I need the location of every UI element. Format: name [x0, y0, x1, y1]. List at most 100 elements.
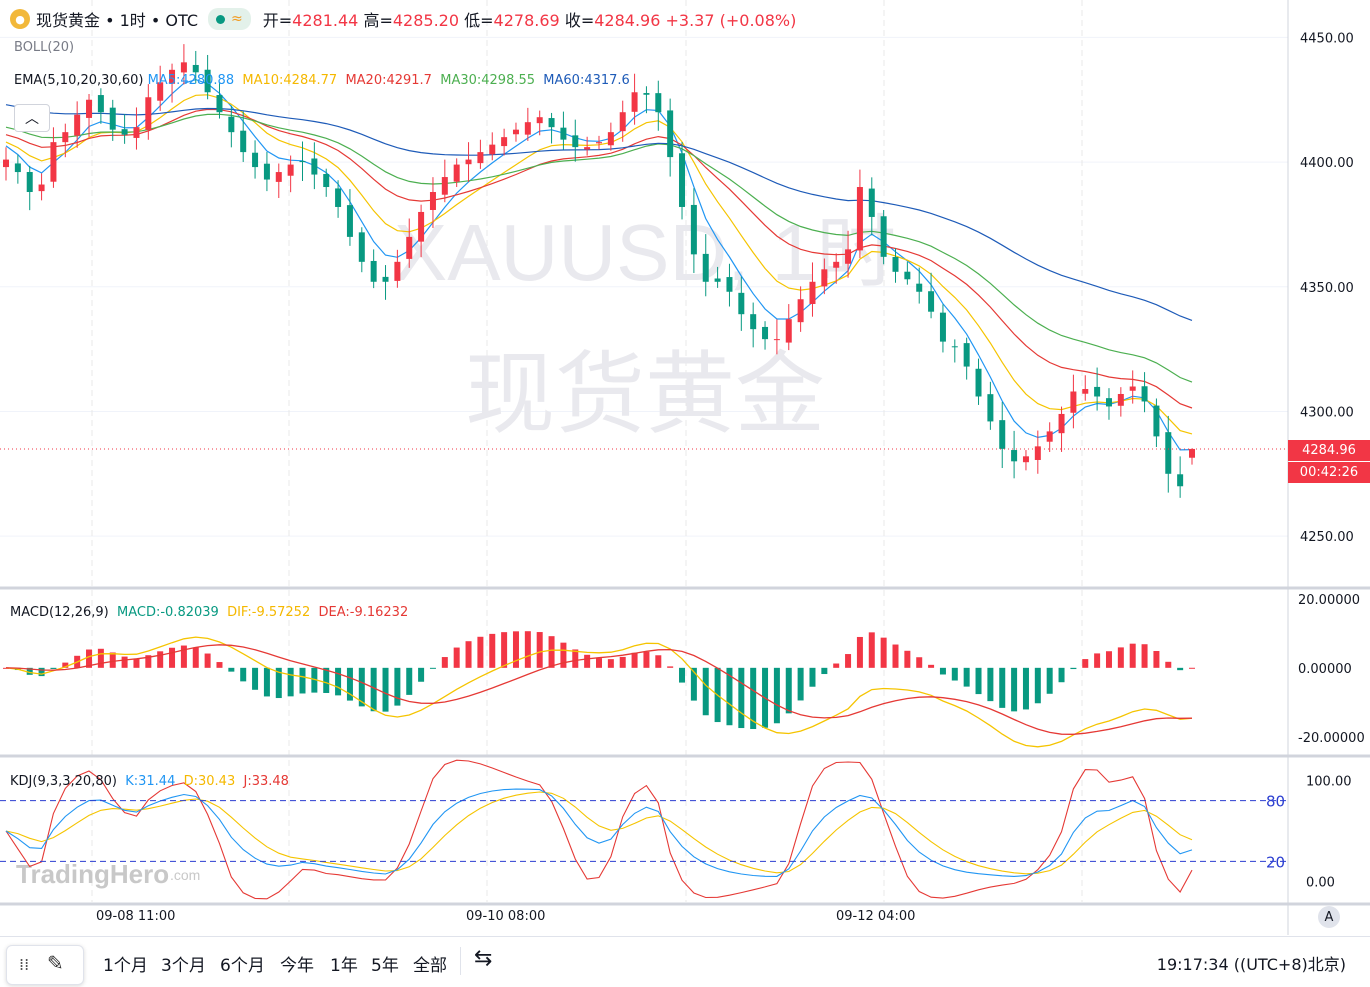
bottom-toolbar: ⁞⁞ ✎ 1个月 3个月 6个月 今年 1年 5年 全部 ⇆ 19:17:34 …: [0, 936, 1370, 987]
candle: [975, 368, 982, 397]
brand-watermark: TradingHero: [16, 859, 169, 889]
candle: [3, 159, 9, 168]
candle: [418, 211, 425, 242]
macd-bar: [572, 649, 579, 668]
time-label-3: 09-12 04:00: [836, 909, 916, 924]
candle: [1011, 450, 1018, 462]
candle: [1034, 446, 1041, 460]
macd-bar: [145, 655, 152, 668]
macd-axis-label: -20.00000: [1298, 731, 1365, 746]
macd-bar: [655, 655, 662, 668]
macd-bar: [797, 667, 804, 701]
candle: [548, 118, 555, 128]
macd-bar: [311, 667, 318, 693]
macd-bar: [394, 667, 401, 706]
macd-bar: [489, 633, 496, 668]
macd-bar: [1105, 651, 1112, 668]
macd-bar: [228, 667, 235, 672]
price-axis-label: 4400.00: [1300, 156, 1354, 171]
macd-bar: [465, 641, 472, 668]
candle: [501, 137, 508, 147]
macd-bar: [773, 667, 780, 724]
macd-bar: [1082, 659, 1089, 668]
macd-bar: [702, 667, 709, 716]
bar-countdown-tag: 00:42:26: [1288, 462, 1370, 483]
timeframe-5y[interactable]: 5年: [371, 956, 399, 976]
dif-line: [5, 636, 1193, 748]
kdj-axis-label: 0.00: [1306, 876, 1335, 891]
macd-bar: [157, 651, 164, 668]
macd-legend[interactable]: MACD(12,26,9) MACD:-0.82039 DIF:-9.57252…: [10, 605, 409, 620]
k-line: [5, 788, 1193, 877]
timeframe-all[interactable]: 全部: [413, 956, 447, 976]
candle: [524, 122, 531, 135]
auto-scale-button[interactable]: A: [1318, 906, 1340, 928]
macd-bar: [999, 667, 1006, 708]
change-value: +3.37 (+0.08%): [665, 11, 797, 30]
candle: [192, 64, 199, 73]
collapse-legend-button[interactable]: ︿: [14, 104, 50, 132]
macd-bar: [50, 667, 57, 669]
symbol-title[interactable]: 现货黄金 • 1时 • OTC: [36, 11, 199, 30]
macd-bar: [62, 662, 69, 668]
candle: [904, 271, 911, 280]
candle: [892, 256, 899, 272]
candle: [121, 129, 128, 135]
ema-legend[interactable]: EMA(5,10,20,30,60) MA5:4280.88 MA10:4284…: [14, 73, 630, 88]
macd-bar: [299, 667, 306, 694]
kdj-legend[interactable]: KDJ(9,3,3,20,80) K:31.44 D:30.43 J:33.48: [10, 774, 289, 789]
timeframe-1y[interactable]: 1年: [330, 956, 358, 976]
candle: [157, 82, 164, 101]
macd-bar: [216, 662, 223, 668]
macd-bar: [643, 651, 650, 668]
candle: [429, 192, 436, 210]
drawing-tools-widget[interactable]: ⁞⁞ ✎: [6, 945, 84, 985]
candle: [702, 253, 709, 282]
macd-axis-label: 20.00000: [1298, 593, 1360, 608]
candle: [406, 236, 413, 259]
macd-bar: [346, 667, 353, 701]
macd-bar: [631, 652, 638, 668]
candle: [1094, 386, 1101, 397]
macd-bar: [821, 667, 828, 675]
kdj-axis-label: 100.00: [1306, 774, 1352, 789]
clock-timezone[interactable]: 19:17:34 ((UTC+8)北京): [1156, 955, 1346, 974]
candle: [216, 95, 223, 113]
macd-bar: [406, 667, 413, 695]
candle: [240, 130, 247, 153]
candle: [465, 159, 472, 165]
price-axis-label: 4250.00: [1300, 530, 1354, 545]
timeframe-3m[interactable]: 3个月: [161, 956, 206, 976]
market-status-pill[interactable]: ≈: [208, 8, 251, 30]
macd-bar: [916, 657, 923, 668]
candle: [868, 188, 875, 217]
timeframe-1m[interactable]: 1个月: [103, 956, 148, 976]
timeframe-ytd[interactable]: 今年: [280, 956, 314, 976]
macd-bar: [358, 667, 365, 707]
candle: [643, 93, 650, 95]
macd-bar: [121, 656, 128, 668]
candle: [1105, 398, 1112, 407]
grip-icon[interactable]: ⁞⁞: [19, 955, 30, 974]
macd-bar: [382, 667, 389, 712]
candle: [572, 135, 579, 148]
candle: [180, 62, 187, 73]
macd-bar: [536, 632, 543, 668]
boll-label[interactable]: BOLL(20): [14, 40, 75, 55]
macd-bar: [1070, 667, 1077, 670]
macd-bar: [263, 667, 270, 697]
candle: [619, 112, 626, 132]
macd-bar: [287, 667, 294, 697]
macd-bar: [501, 632, 508, 668]
candle: [97, 95, 104, 113]
ohlc-readout: 开=4281.44 高=4285.20 低=4278.69 收=4284.96 …: [262, 11, 797, 30]
macd-bar: [738, 667, 745, 729]
timeframe-6m[interactable]: 6个月: [220, 956, 265, 976]
macd-bar: [512, 631, 519, 668]
candle: [714, 278, 721, 282]
ma20-line: [5, 108, 1193, 409]
goto-date-icon[interactable]: ⇆: [474, 946, 493, 971]
pen-icon[interactable]: ✎: [47, 951, 64, 975]
candle: [169, 69, 176, 84]
